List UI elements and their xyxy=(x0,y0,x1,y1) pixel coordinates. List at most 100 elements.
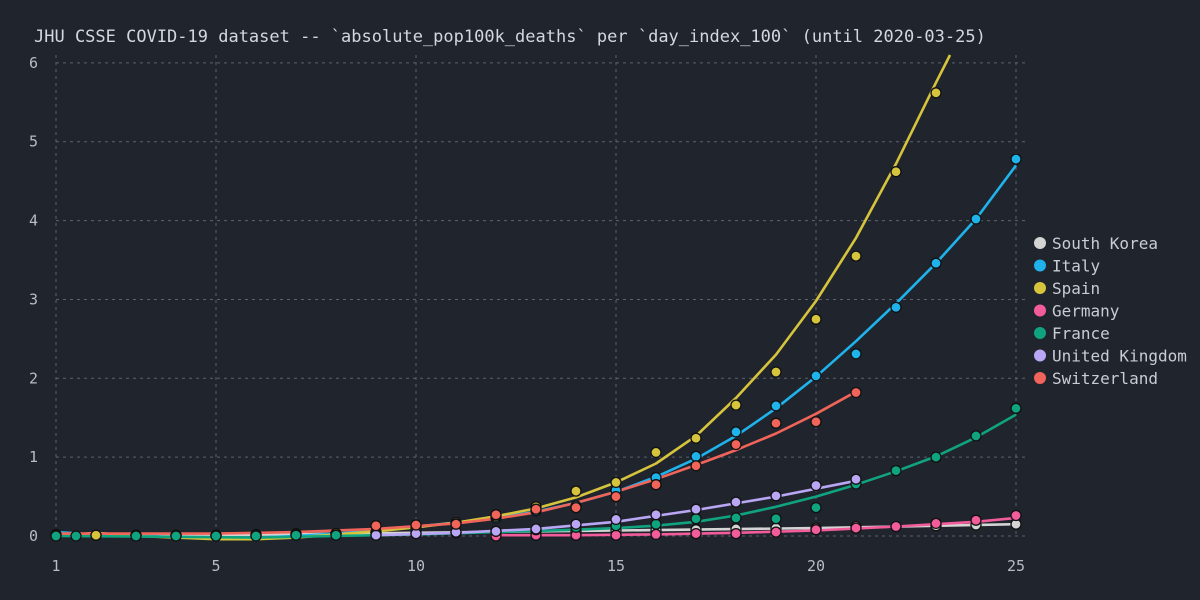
data-point xyxy=(370,529,382,541)
data-point xyxy=(1010,509,1022,522)
legend-marker xyxy=(1034,349,1046,362)
data-point xyxy=(810,524,822,536)
data-point xyxy=(730,496,742,508)
data-point xyxy=(930,451,942,463)
data-point xyxy=(450,518,462,530)
series-line-1 xyxy=(55,164,1018,539)
y-tick-label: 1 xyxy=(29,448,38,466)
y-tick-label: 0 xyxy=(29,527,38,545)
data-point xyxy=(810,416,822,428)
grid xyxy=(55,55,1026,537)
data-point xyxy=(690,460,702,472)
legend-marker xyxy=(1034,282,1046,294)
data-point xyxy=(930,257,942,269)
x-tick-label: 10 xyxy=(407,557,425,575)
data-point xyxy=(890,520,902,533)
data-point xyxy=(770,417,782,429)
data-point xyxy=(730,527,742,540)
data-point xyxy=(650,528,662,541)
data-point xyxy=(610,490,622,503)
x-tick-label: 25 xyxy=(1007,557,1025,575)
legend-label: Germany xyxy=(1052,302,1120,321)
data-point xyxy=(690,450,702,463)
data-point xyxy=(690,513,702,525)
data-point xyxy=(570,518,582,530)
data-point xyxy=(50,530,62,542)
data-point xyxy=(70,530,82,542)
legend-label: Switzerland xyxy=(1052,369,1158,388)
data-point xyxy=(730,438,742,451)
data-point xyxy=(970,213,982,225)
data-point xyxy=(850,386,862,399)
data-point xyxy=(650,446,662,459)
chart-title: JHU CSSE COVID-19 dataset -- `absolute_p… xyxy=(34,27,986,47)
y-tick-label: 2 xyxy=(29,369,38,387)
data-point xyxy=(770,400,782,412)
data-point xyxy=(650,509,662,521)
y-tick-label: 4 xyxy=(29,212,38,230)
series-line-2 xyxy=(55,54,952,541)
data-point xyxy=(730,512,742,524)
data-point xyxy=(570,485,582,497)
data-point xyxy=(730,426,742,438)
data-point xyxy=(1010,153,1022,165)
data-point xyxy=(810,370,822,382)
x-tick-label: 20 xyxy=(807,557,825,575)
data-point xyxy=(970,430,982,442)
data-point xyxy=(810,501,822,514)
data-point xyxy=(610,476,622,489)
data-point xyxy=(970,514,982,526)
legend-marker xyxy=(1034,327,1046,339)
data-point xyxy=(770,366,782,378)
legend-label: France xyxy=(1052,324,1110,343)
data-point xyxy=(730,399,742,411)
data-point xyxy=(530,523,542,535)
data-point xyxy=(250,530,262,542)
x-tick-label: 1 xyxy=(51,557,60,575)
x-tick-label: 15 xyxy=(607,557,625,575)
data-point xyxy=(210,530,222,542)
data-point xyxy=(930,87,942,99)
data-point xyxy=(370,520,382,532)
data-point xyxy=(490,525,502,537)
data-point xyxy=(810,479,822,492)
data-point xyxy=(810,313,822,325)
legend-marker xyxy=(1034,372,1046,384)
data-point xyxy=(850,473,862,485)
data-point xyxy=(770,513,782,525)
data-point xyxy=(290,529,302,541)
y-tick-label: 6 xyxy=(29,54,38,72)
data-point xyxy=(650,479,662,491)
data-point xyxy=(690,503,702,515)
data-point xyxy=(90,529,102,541)
legend-marker xyxy=(1034,237,1046,249)
data-point xyxy=(610,513,622,526)
legend-marker xyxy=(1034,259,1046,272)
series-lines xyxy=(55,54,1018,541)
data-point xyxy=(490,509,502,521)
data-point xyxy=(570,501,582,514)
data-point xyxy=(410,519,422,531)
data-point xyxy=(850,348,862,360)
y-tick-label: 3 xyxy=(29,290,38,308)
data-point xyxy=(850,522,862,534)
data-point xyxy=(890,301,902,313)
legend: South Korea Italy Spain Germany France United… xyxy=(1034,234,1187,388)
data-point xyxy=(690,432,702,444)
data-point xyxy=(930,517,942,530)
legend-label: Italy xyxy=(1052,257,1101,276)
legend-label: South Korea xyxy=(1052,234,1158,253)
data-point xyxy=(330,529,342,541)
series-line-4 xyxy=(55,413,1017,539)
legend-label: Spain xyxy=(1052,279,1100,298)
data-point xyxy=(690,527,702,540)
legend-marker xyxy=(1034,304,1046,317)
data-point xyxy=(770,490,782,502)
data-point xyxy=(610,529,622,541)
y-tick-label: 5 xyxy=(29,133,38,151)
data-point xyxy=(530,503,542,515)
data-point xyxy=(890,464,902,477)
data-point xyxy=(770,526,782,538)
